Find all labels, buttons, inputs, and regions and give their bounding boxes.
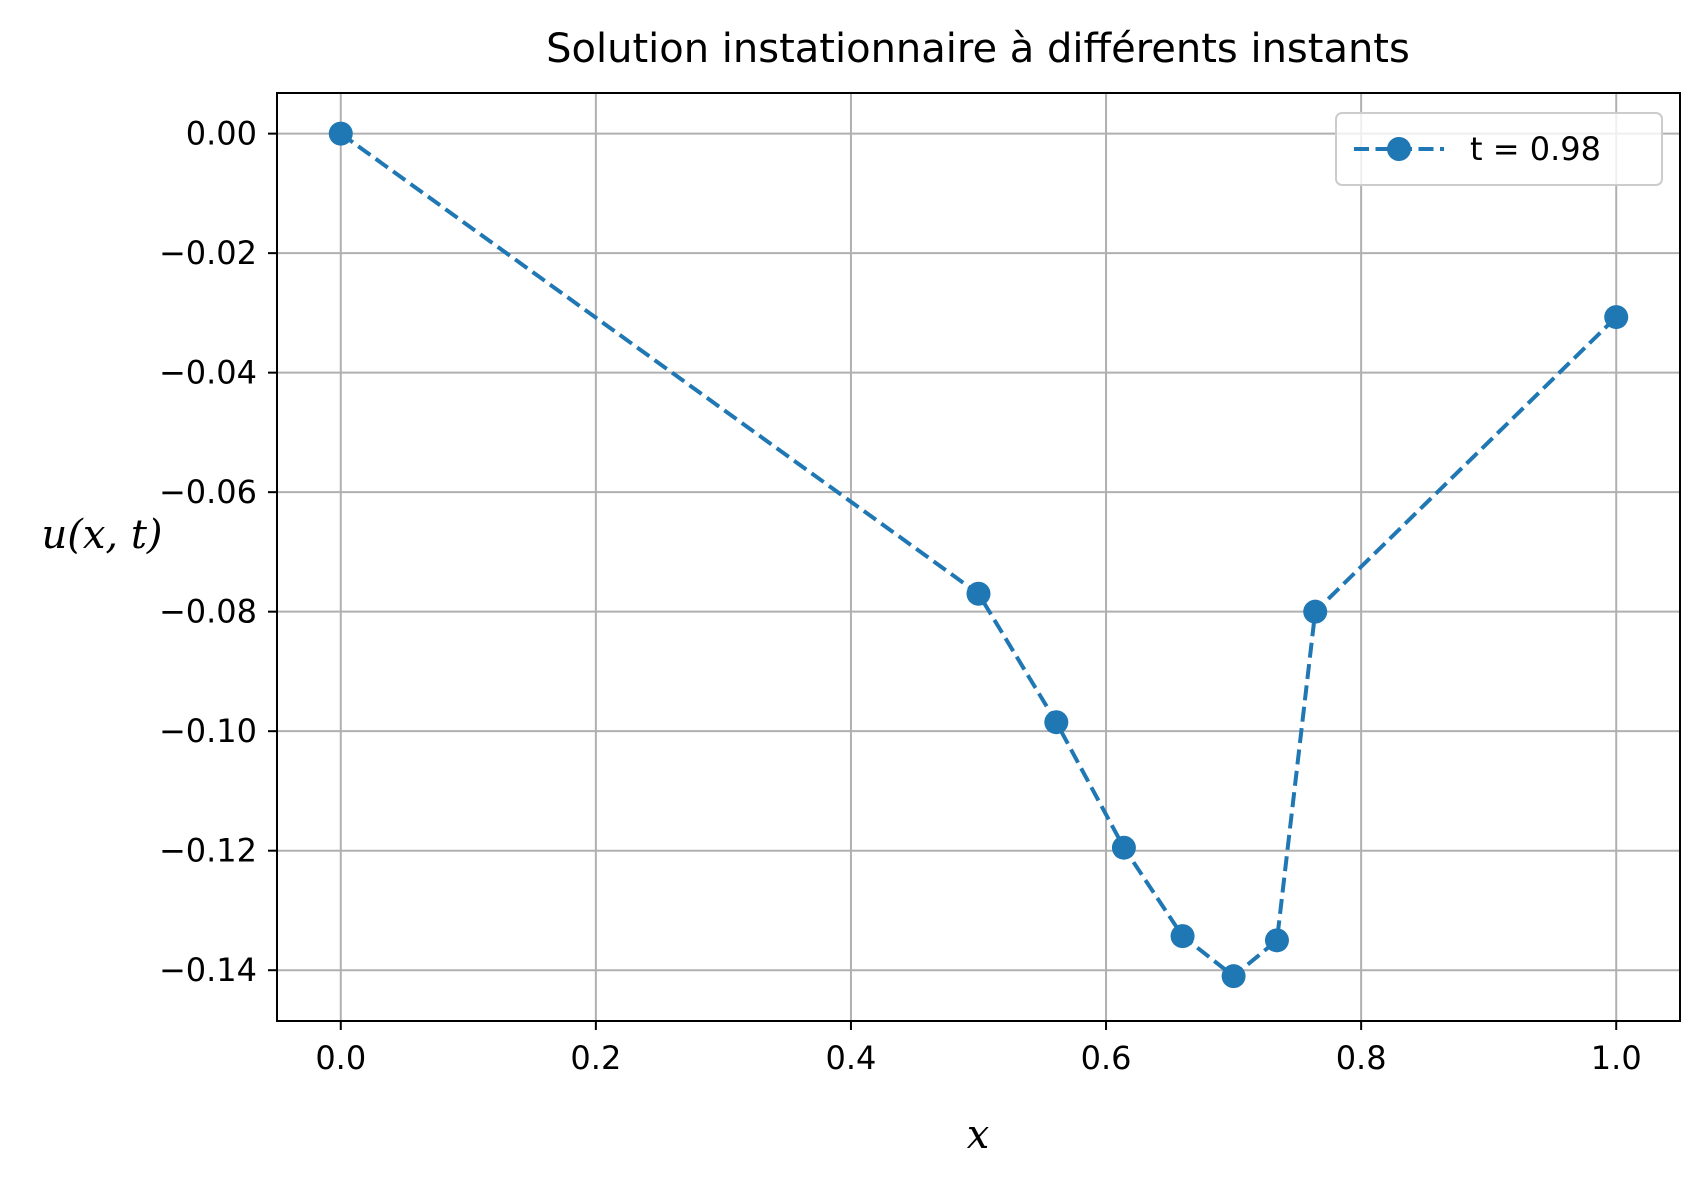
x-tick-label: 0.0: [315, 1039, 366, 1077]
y-tick-label: 0.00: [186, 115, 257, 153]
y-tick-label: −0.06: [159, 473, 257, 511]
data-point: [1303, 599, 1328, 624]
x-axis: 0.0 0.2 0.4 0.6 0.8 1.0: [315, 1021, 1642, 1077]
data-point: [966, 581, 991, 606]
data-point: [328, 121, 353, 146]
y-axis-label: u(x, t): [41, 512, 162, 558]
data-point: [1604, 305, 1629, 330]
y-tick-label: −0.14: [159, 951, 257, 989]
y-tick-label: −0.04: [159, 354, 257, 392]
chart-title: Solution instationnaire à différents ins…: [546, 26, 1410, 72]
x-tick-label: 0.8: [1336, 1039, 1387, 1077]
x-tick-label: 0.2: [570, 1039, 621, 1077]
y-tick-label: −0.10: [159, 712, 257, 750]
plot-frame: [276, 92, 1681, 1022]
data-point: [1044, 710, 1069, 735]
y-tick-label: −0.02: [159, 234, 257, 272]
x-tick-label: 1.0: [1591, 1039, 1642, 1077]
y-axis: 0.00 −0.02 −0.04 −0.06 −0.08 −0.10 −0.12 −0.14: [159, 115, 277, 989]
y-tick-label: −0.08: [159, 593, 257, 631]
legend-marker: [1387, 137, 1411, 161]
grid: [277, 93, 1680, 1021]
data-point: [1221, 964, 1246, 989]
data-point: [1111, 835, 1136, 860]
x-tick-label: 0.6: [1081, 1039, 1132, 1077]
legend: t = 0.98: [1335, 112, 1663, 186]
series-layer: [328, 121, 1629, 989]
x-axis-label: x: [967, 1112, 990, 1158]
x-tick-label: 0.4: [826, 1039, 877, 1077]
legend-label: t = 0.98: [1470, 130, 1601, 168]
data-point: [1264, 928, 1289, 953]
legend-box: [1335, 112, 1663, 186]
y-tick-label: −0.12: [159, 832, 257, 870]
data-point: [1170, 924, 1195, 949]
